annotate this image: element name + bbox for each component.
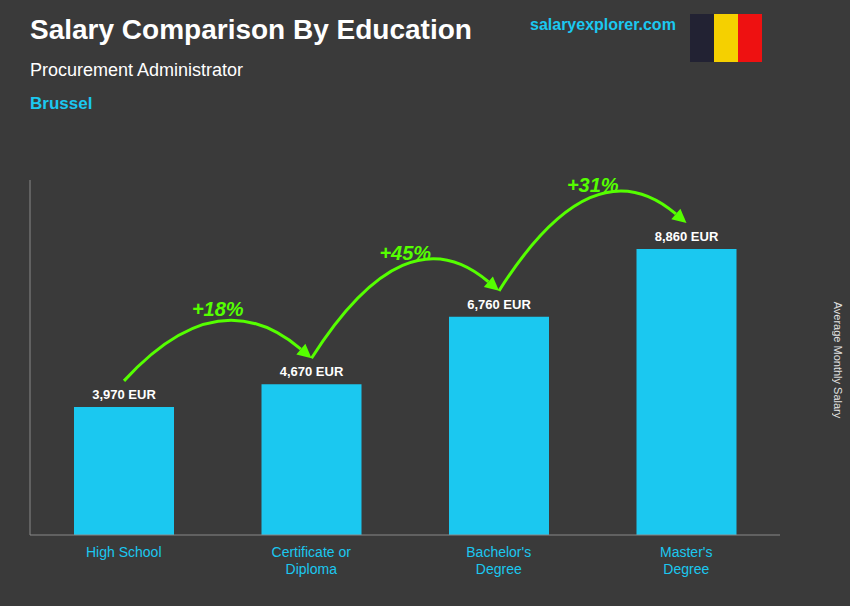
svg-text:+45%: +45% — [379, 242, 431, 264]
html-text:Brussel: Brussel — [30, 94, 93, 113]
svg-text:4,670 EUR: 4,670 EUR — [280, 364, 344, 379]
html-text:Average Monthly Salary: Average Monthly Salary — [832, 301, 844, 419]
svg-text:Master'sDegree: Master'sDegree — [660, 544, 712, 577]
svg-text:+18%: +18% — [192, 298, 244, 320]
svg-text:6,760 EUR: 6,760 EUR — [467, 297, 531, 312]
svg-text:High School: High School — [86, 544, 162, 560]
svg-text:8,860 EUR: 8,860 EUR — [655, 229, 719, 244]
svg-text:3,970 EUR: 3,970 EUR — [92, 387, 156, 402]
html-text:salaryexplorer.com: salaryexplorer.com — [530, 16, 676, 33]
svg-text:Certificate orDiploma: Certificate orDiploma — [272, 544, 352, 577]
svg-text:+31%: +31% — [567, 174, 619, 196]
html-text:Salary Comparison By Education: Salary Comparison By Education — [30, 14, 472, 45]
svg-text:Bachelor'sDegree: Bachelor'sDegree — [466, 544, 531, 577]
html-text:Procurement Administrator: Procurement Administrator — [30, 60, 244, 80]
